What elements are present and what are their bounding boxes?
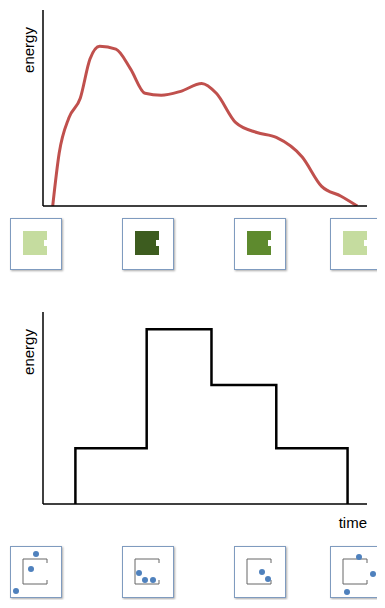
svg-text:time: time [339, 514, 367, 531]
svg-text:energy: energy [20, 329, 37, 375]
svg-text:energy: energy [20, 27, 37, 73]
